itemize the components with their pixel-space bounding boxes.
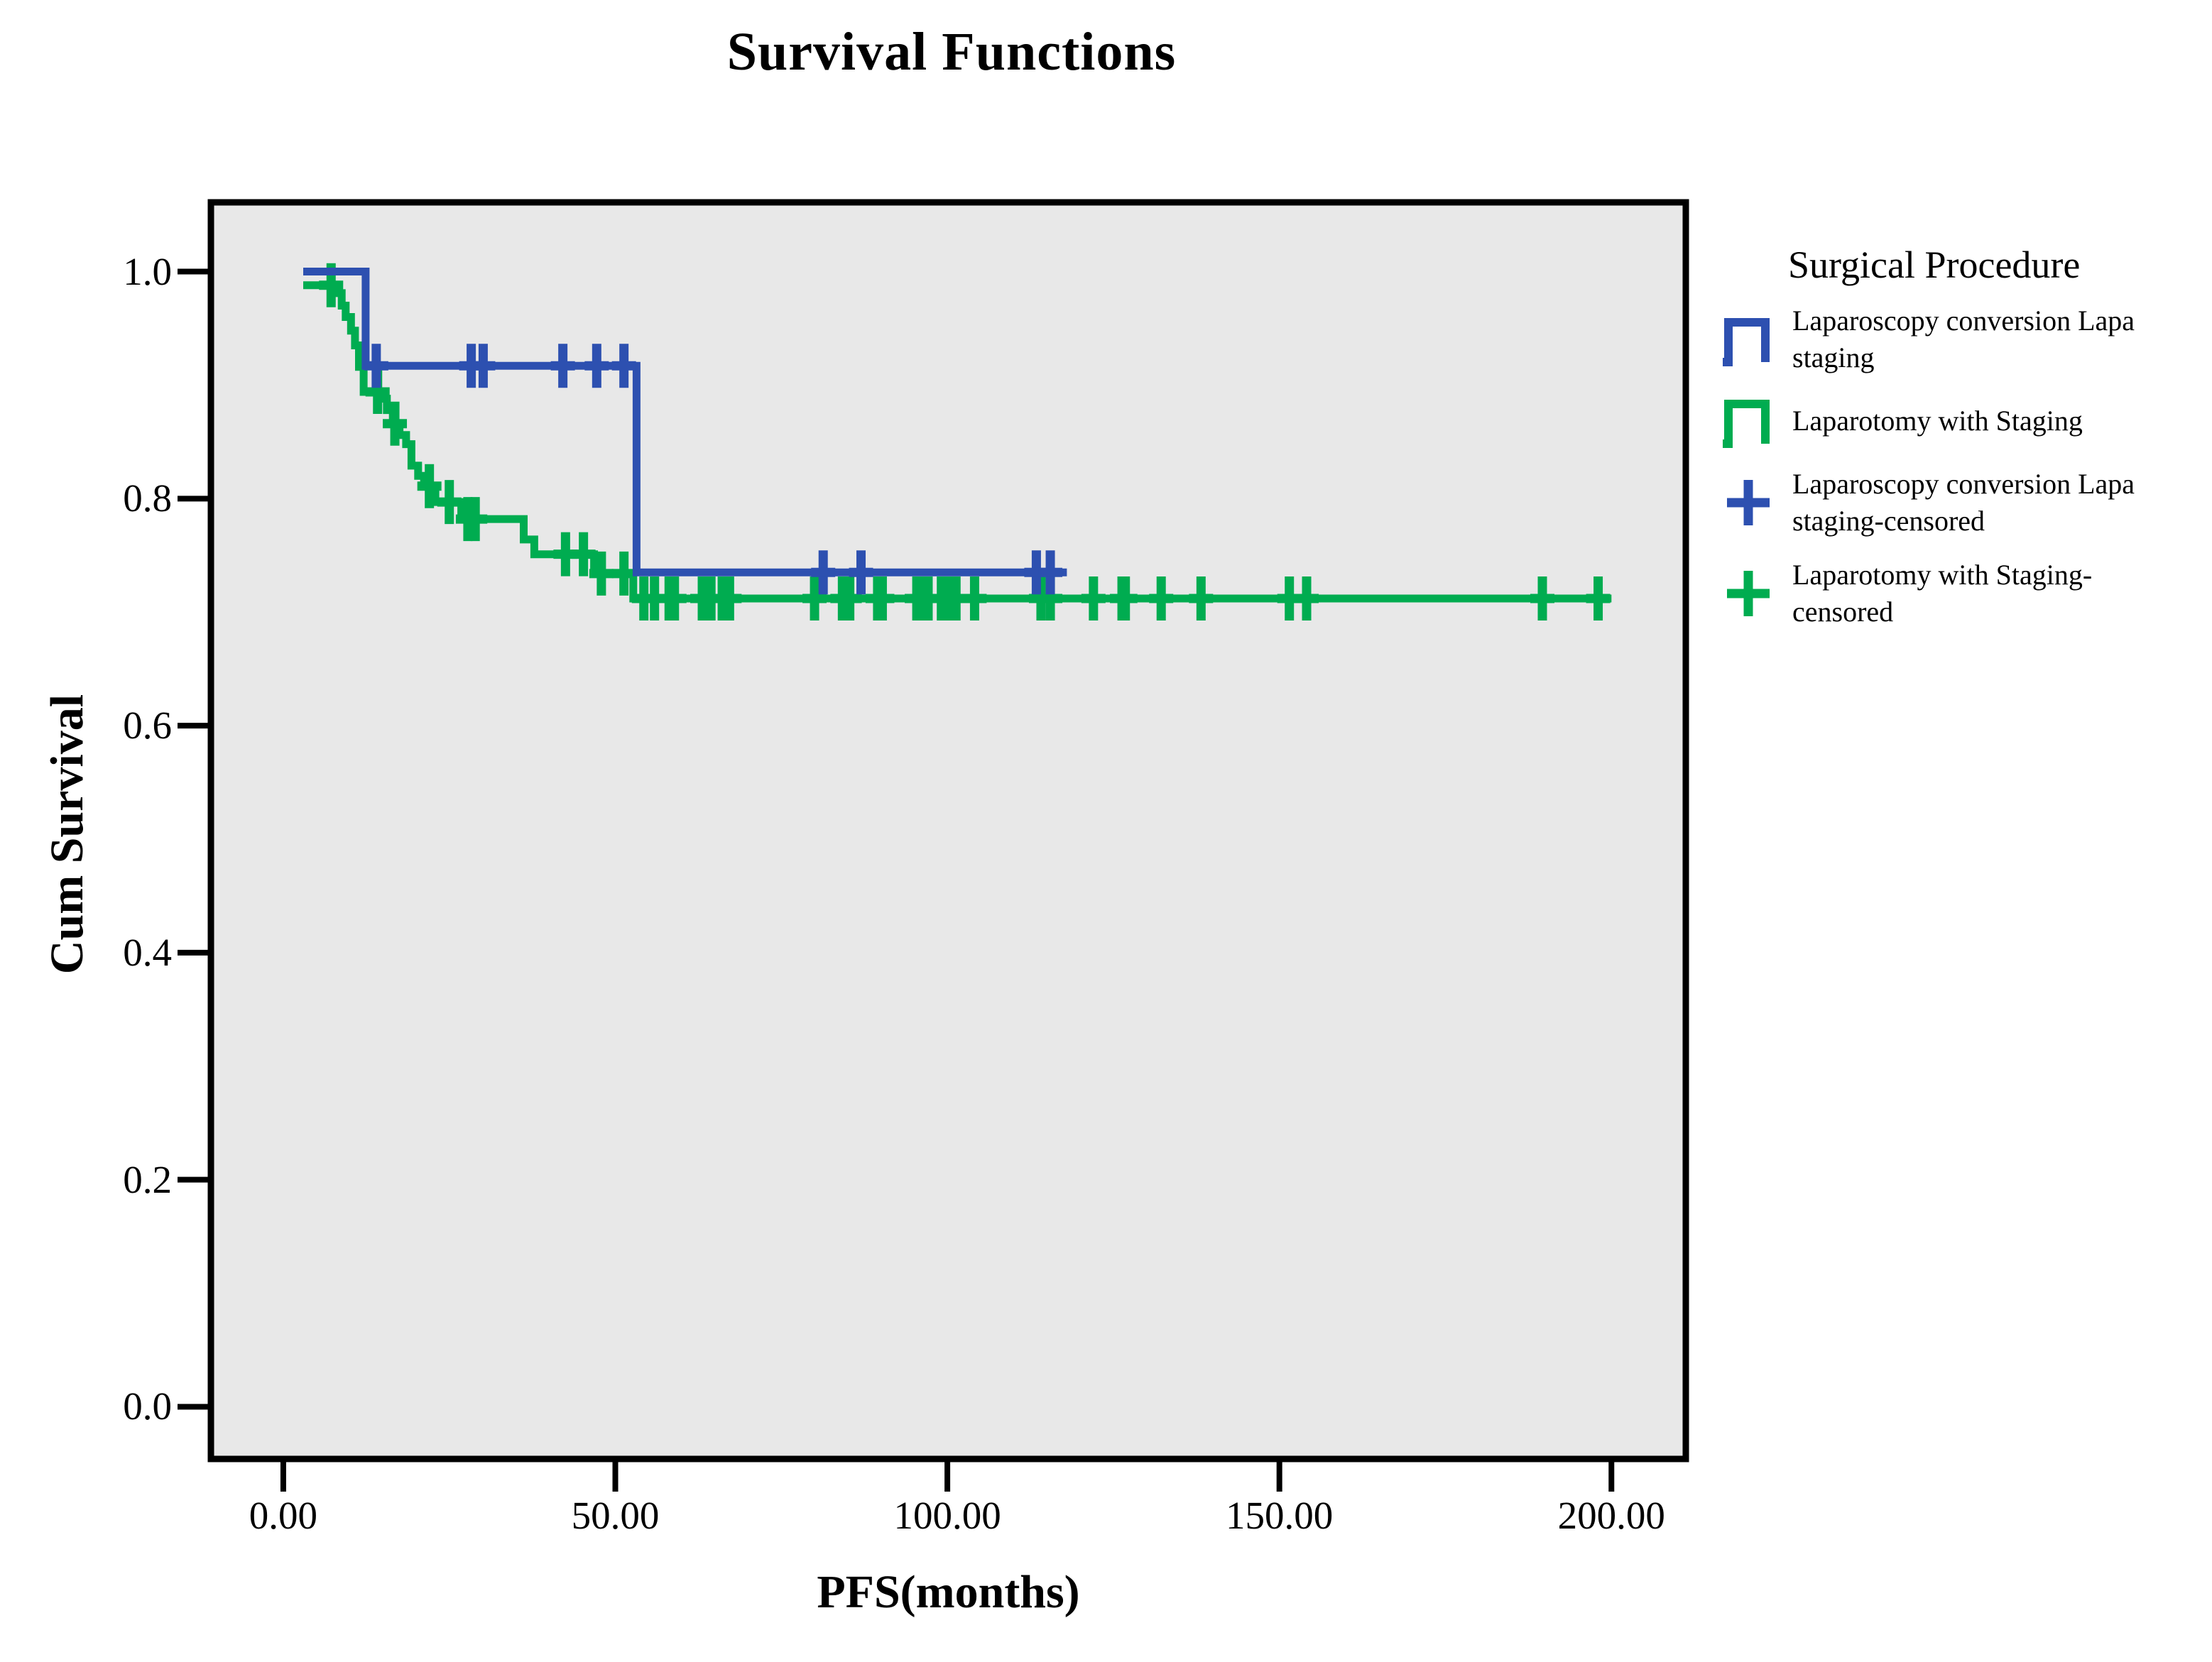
- censored-plus-icon: [1721, 566, 1792, 621]
- y-tick-label: 1.0: [123, 249, 172, 293]
- plot-area: [211, 202, 1686, 1459]
- y-tick-label: 0.8: [123, 476, 172, 520]
- x-tick-label: 200.00: [1557, 1494, 1665, 1537]
- step-line-icon: [1721, 312, 1792, 367]
- legend-item: Laparotomy with Staging-censored: [1721, 557, 2211, 630]
- survival-curve-0: [303, 281, 1612, 603]
- legend-title: Surgical Procedure: [1788, 244, 2081, 286]
- survival-curve-1: [303, 268, 1067, 576]
- legend-item: Laparoscopy conversion Lapa staging-cens…: [1721, 466, 2211, 540]
- legend-item: Laparoscopy conversion Lapa staging: [1721, 302, 2211, 376]
- x-tick-label: 150.00: [1226, 1494, 1334, 1537]
- step-line-icon: [1721, 393, 1792, 449]
- y-tick-label: 0.6: [123, 704, 172, 748]
- y-tick-label: 0.2: [123, 1157, 172, 1201]
- legend-item: Laparotomy with Staging: [1721, 393, 2211, 449]
- legend-item-label: Laparoscopy conversion Lapa staging-cens…: [1792, 468, 2135, 537]
- legend-items: Laparoscopy conversion Lapa staging Lapar…: [1721, 302, 2211, 630]
- legend-item-label: Laparotomy with Staging-censored: [1792, 559, 2093, 628]
- y-tick-label: 0.4: [123, 930, 172, 974]
- chart-title: Survival Functions: [726, 22, 1177, 82]
- x-tick-label: 100.00: [893, 1494, 1001, 1537]
- plot-border: [207, 199, 1689, 1463]
- censored-plus-icon: [1721, 475, 1792, 530]
- legend-item-label: Laparotomy with Staging: [1792, 405, 2083, 437]
- x-tick-label: 50.00: [571, 1494, 660, 1537]
- x-axis-label: PFS(months): [817, 1566, 1080, 1618]
- legend: Surgical Procedure Laparoscopy conversio…: [1721, 240, 2211, 630]
- x-tick-label: 0.00: [249, 1494, 318, 1537]
- y-tick-label: 0.0: [123, 1384, 172, 1428]
- legend-item-label: Laparoscopy conversion Lapa staging: [1792, 305, 2135, 373]
